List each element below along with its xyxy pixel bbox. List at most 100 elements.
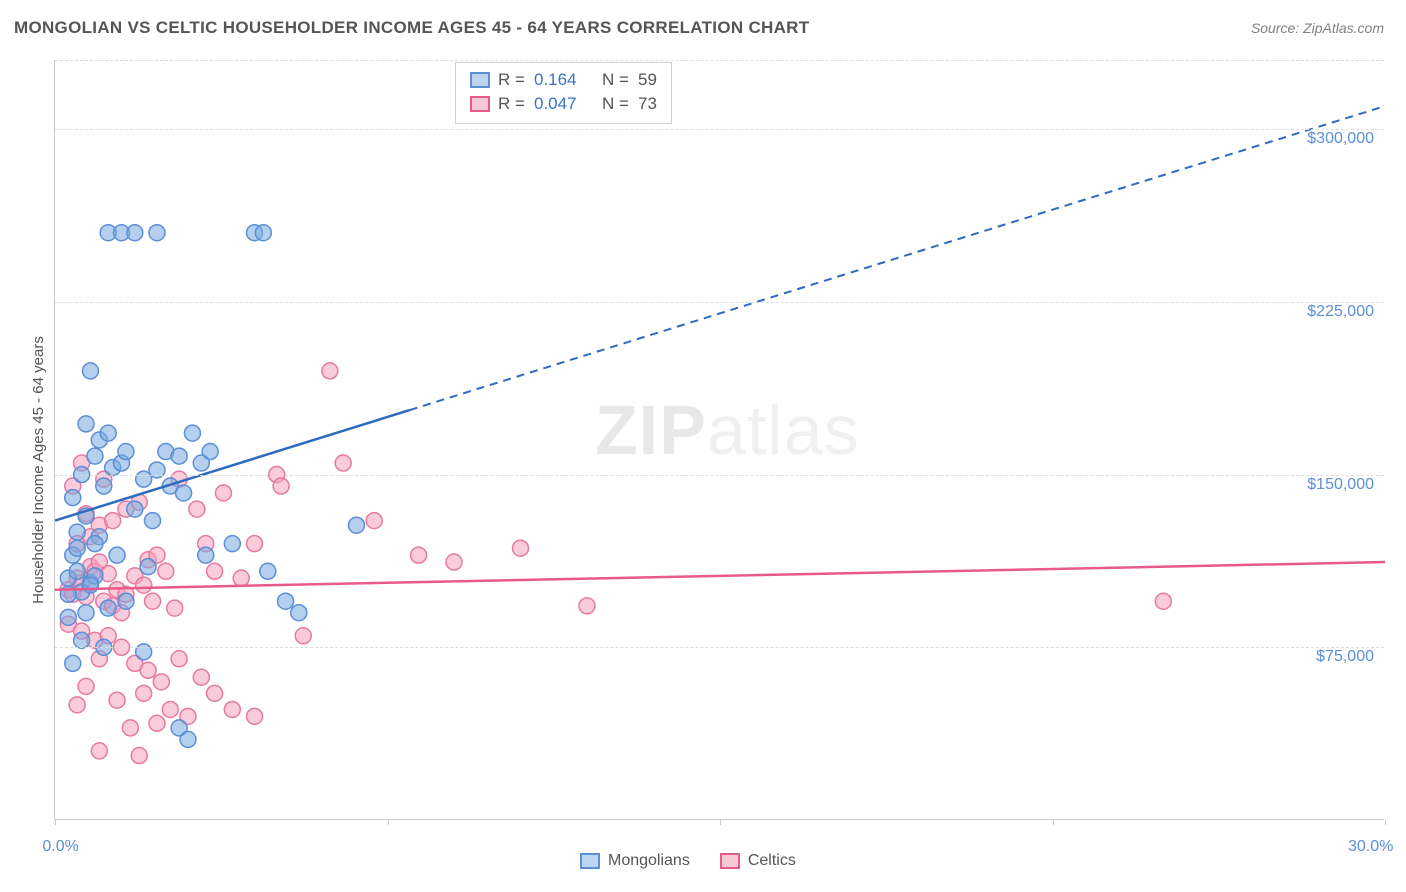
celtics-point (122, 720, 138, 736)
celtics-point (74, 575, 90, 591)
mongolians-point (91, 529, 107, 545)
mongolians-point (100, 425, 116, 441)
celtics-point (82, 559, 98, 575)
celtics-point (207, 563, 223, 579)
r-value: 0.047 (534, 94, 594, 114)
celtics-point (180, 708, 196, 724)
gridline (55, 475, 1384, 476)
celtics-point (105, 598, 121, 614)
celtics-point (224, 701, 240, 717)
mongolians-point (176, 485, 192, 501)
celtics-point (167, 600, 183, 616)
y-tick-label: $150,000 (1307, 476, 1374, 494)
celtics-point (322, 363, 338, 379)
legend-series-item: Mongolians (580, 852, 690, 870)
mongolians-point (69, 540, 85, 556)
watermark-bold: ZIP (595, 391, 707, 469)
mongolians-point (348, 517, 364, 533)
mongolians-point (180, 731, 196, 747)
celtics-point (65, 586, 81, 602)
mongolians-point (78, 416, 94, 432)
celtics-point (233, 570, 249, 586)
mongolians-point (74, 584, 90, 600)
celtics-point (118, 501, 134, 517)
mongolians-trendline-dashed (410, 106, 1385, 410)
legend-series-label: Mongolians (608, 852, 690, 870)
mongolians-point (91, 432, 107, 448)
r-value: 0.164 (534, 70, 594, 90)
legend-swatch (470, 96, 490, 112)
mongolians-point (100, 225, 116, 241)
mongolians-point (224, 536, 240, 552)
watermark-light: atlas (707, 391, 860, 469)
celtics-point (366, 513, 382, 529)
celtics-point (335, 455, 351, 471)
celtics-point (105, 513, 121, 529)
gridline (55, 129, 1384, 130)
x-tick-mark (1385, 819, 1386, 825)
legend-series-item: Celtics (720, 852, 796, 870)
mongolians-trendline-solid (55, 410, 410, 521)
mongolians-point (291, 605, 307, 621)
celtics-point (247, 708, 263, 724)
mongolians-point (255, 225, 271, 241)
celtics-point (91, 743, 107, 759)
y-tick-label: $75,000 (1316, 648, 1374, 666)
mongolians-point (149, 225, 165, 241)
legend-swatch (720, 853, 740, 869)
x-tick-mark (1053, 819, 1054, 825)
n-value: 59 (638, 70, 657, 90)
y-axis-label: Householder Income Ages 45 - 64 years (30, 336, 47, 604)
mongolians-point (202, 444, 218, 460)
mongolians-point (114, 455, 130, 471)
celtics-point (189, 501, 205, 517)
mongolians-point (162, 478, 178, 494)
celtics-point (69, 697, 85, 713)
celtics-point (273, 478, 289, 494)
mongolians-point (158, 444, 174, 460)
celtics-point (69, 570, 85, 586)
mongolians-point (78, 508, 94, 524)
celtics-point (109, 692, 125, 708)
mongolians-point (278, 593, 294, 609)
celtics-point (69, 536, 85, 552)
mongolians-point (114, 225, 130, 241)
celtics-point (149, 547, 165, 563)
mongolians-point (87, 448, 103, 464)
celtics-point (446, 554, 462, 570)
mongolians-point (247, 225, 263, 241)
n-label: N = (602, 94, 630, 114)
mongolians-point (96, 478, 112, 494)
celtics-point (82, 529, 98, 545)
mongolians-point (193, 455, 209, 471)
celtics-point (60, 582, 76, 598)
n-value: 73 (638, 94, 657, 114)
celtics-point (74, 623, 90, 639)
mongolians-point (118, 444, 134, 460)
mongolians-point (149, 462, 165, 478)
mongolians-point (109, 547, 125, 563)
mongolians-point (140, 559, 156, 575)
mongolians-point (65, 547, 81, 563)
y-tick-label: $300,000 (1307, 130, 1374, 148)
celtics-point (87, 632, 103, 648)
celtics-point (91, 651, 107, 667)
celtics-point (145, 593, 161, 609)
source-attribution: Source: ZipAtlas.com (1251, 20, 1384, 36)
legend-series: Mongolians Celtics (580, 852, 796, 870)
celtics-point (127, 568, 143, 584)
mongolians-point (74, 632, 90, 648)
mongolians-point (82, 577, 98, 593)
legend-swatch (580, 853, 600, 869)
mongolians-point (171, 448, 187, 464)
celtics-point (131, 494, 147, 510)
x-tick-label: 0.0% (42, 838, 78, 856)
celtics-point (513, 540, 529, 556)
celtics-point (171, 651, 187, 667)
mongolians-point (260, 563, 276, 579)
celtics-point (198, 536, 214, 552)
celtics-point (109, 582, 125, 598)
celtics-point (1155, 593, 1171, 609)
mongolians-point (60, 570, 76, 586)
celtics-point (153, 674, 169, 690)
